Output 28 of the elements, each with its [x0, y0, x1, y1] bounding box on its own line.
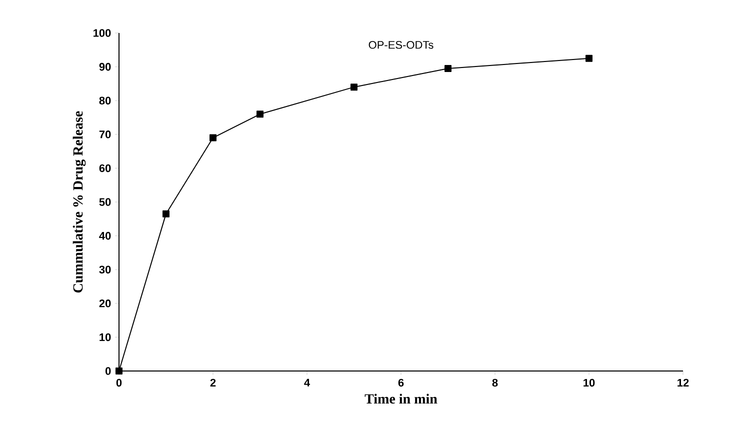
point	[162, 210, 170, 218]
x-tick-label: 8	[492, 378, 498, 387]
x-tick-label: 2	[210, 378, 216, 387]
y-tick-label: 60	[99, 164, 111, 172]
y-tick-label: 20	[99, 300, 111, 308]
point	[116, 368, 123, 374]
y-tick-label: 90	[99, 62, 111, 71]
x-axis-title: Time in min	[364, 394, 438, 404]
y-tick-label: 40	[99, 232, 111, 240]
point	[586, 54, 593, 62]
point	[256, 110, 264, 118]
x-tick-label: 4	[304, 378, 310, 386]
x-tick-label: 6	[398, 378, 404, 387]
y-axis-title: Cummulative % Drug Release	[72, 111, 86, 292]
x-tick-label: 0	[116, 378, 122, 387]
y-tick-label: 50	[99, 198, 111, 206]
y-tick-label: 100	[94, 29, 111, 37]
point	[350, 84, 358, 91]
point	[444, 64, 452, 72]
y-tick-label: 70	[99, 130, 111, 138]
y-tick-label: 80	[99, 96, 111, 104]
point	[210, 134, 217, 142]
x-tick-label: 10	[584, 378, 595, 387]
y-tick-label: 10	[100, 333, 111, 342]
x-tick-label: 12	[678, 378, 689, 387]
text: OP-ES-ODTs	[368, 40, 434, 49]
y-tick-label: 0	[105, 367, 111, 375]
y-tick-label: 30	[99, 266, 111, 274]
